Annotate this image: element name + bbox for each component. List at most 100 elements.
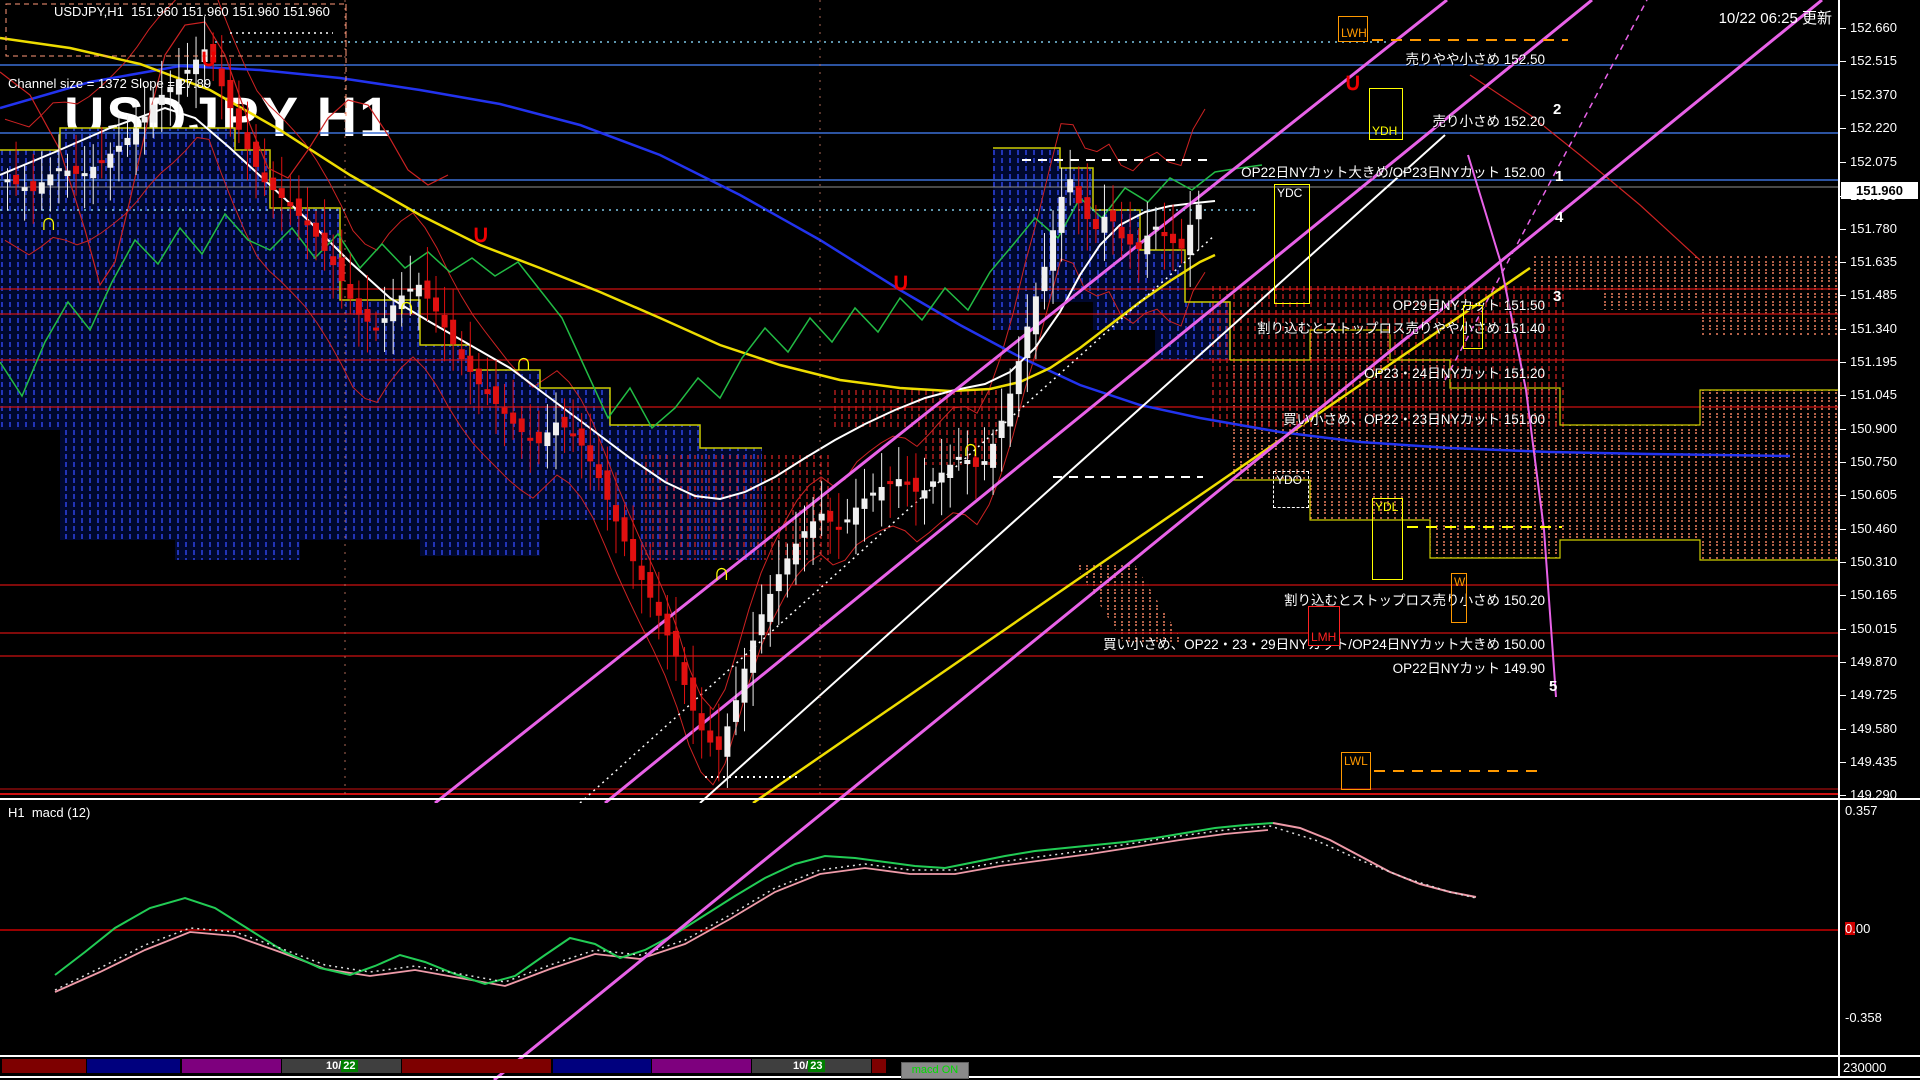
macd-toggle-button[interactable]: macd ON: [901, 1062, 969, 1079]
red-u-marker-icon: ∪: [200, 45, 218, 72]
symbol-quote-line: USDJPY,H1 151.960 151.960 151.960 151.96…: [54, 4, 330, 19]
timeline-date-label: 10/23: [793, 1059, 825, 1073]
channel-line-number: 5: [1549, 678, 1558, 695]
price-axis-tick: [1840, 61, 1846, 62]
yellow-arch-marker-icon: ∩: [962, 435, 980, 462]
pivot-level-box: YDL: [1372, 498, 1403, 580]
pivot-level-box: YDH: [1369, 88, 1403, 140]
price-axis-label: 150.165: [1850, 587, 1897, 602]
price-axis-tick: [1840, 562, 1846, 563]
annotation-order-level: OP22日NYカット大きめ/OP23日NYカット 152.00: [1241, 165, 1545, 180]
pivot-level-label: LWH: [1341, 26, 1367, 40]
channel-line-number: 4: [1555, 209, 1564, 226]
price-axis-label: 150.750: [1850, 454, 1897, 469]
macd-zero-value: 0.00: [1845, 921, 1871, 936]
red-u-marker-icon: ∪: [892, 269, 910, 296]
price-axis-tick: [1840, 95, 1846, 96]
timeline-scale-value: 230000: [1843, 1060, 1887, 1075]
price-axis-label: 152.220: [1850, 120, 1897, 135]
price-axis-tick: [1840, 362, 1846, 363]
price-axis-tick: [1840, 162, 1846, 163]
macd-zero-marker: [1845, 922, 1855, 935]
pivot-level-box: LWH: [1338, 16, 1368, 42]
timeline-divider: [0, 1055, 1920, 1057]
macd-canvas[interactable]: [0, 805, 1920, 1055]
pivot-level-label: LWL: [1344, 754, 1368, 768]
price-axis-label: 151.340: [1850, 321, 1897, 336]
yellow-arch-marker-icon: ∩: [713, 559, 731, 586]
pivot-level-label: YDL: [1375, 500, 1399, 514]
price-axis-tick: [1840, 28, 1846, 29]
annotation-order-level: 売り小さめ 152.20: [1432, 114, 1545, 129]
session-bar-segment: [553, 1059, 651, 1073]
timeline-date-day: 22: [341, 1060, 358, 1072]
pivot-level-label: YDC: [1277, 186, 1303, 200]
yellow-arch-marker-icon: ∩: [515, 349, 533, 376]
channel-info-label: Channel size = 1372 Slope = 27.89: [8, 76, 212, 91]
pivot-level-box: YDC: [1274, 184, 1310, 304]
macd-indicator-label: H1 macd (12): [8, 805, 91, 820]
annotation-order-level: 割り込むとストップロス売りやや小さめ 151.40: [1256, 321, 1545, 336]
yellow-arch-marker-icon: ∩: [40, 209, 58, 236]
pivot-level-label: YDO: [1276, 473, 1303, 487]
price-axis-tick: [1840, 429, 1846, 430]
price-axis-label: 151.045: [1850, 387, 1897, 402]
last-updated-label: 10/22 06:25 更新: [1718, 10, 1832, 27]
session-bar-segment: [2, 1059, 86, 1073]
pivot-level-box: YDO: [1273, 471, 1309, 508]
price-axis-tick: [1840, 462, 1846, 463]
channel-line-number: 3: [1553, 288, 1562, 305]
price-axis-tick: [1840, 529, 1846, 530]
price-axis-tick: [1840, 329, 1846, 330]
price-axis-tick: [1840, 395, 1846, 396]
price-axis-label: 151.635: [1850, 254, 1897, 269]
pivot-level-label: W: [1454, 575, 1466, 589]
red-u-marker-icon: ∪: [472, 221, 490, 248]
channel-line-number: 2: [1553, 101, 1562, 118]
price-axis-tick: [1840, 229, 1846, 230]
session-bar-segment: [87, 1059, 180, 1073]
pivot-level-label: LMH: [1311, 630, 1337, 644]
price-axis-tick: [1840, 128, 1846, 129]
price-axis-label: 151.780: [1850, 221, 1897, 236]
current-price-badge: 151.960: [1841, 182, 1918, 199]
price-chart-canvas[interactable]: [0, 0, 1920, 803]
annotation-order-level: OP22日NYカット 149.90: [1392, 661, 1545, 676]
timeline-date-prefix: 10/: [326, 1060, 342, 1072]
price-axis-label: 151.195: [1850, 354, 1897, 369]
macd-panel-divider: [0, 798, 1920, 800]
price-axis-tick: [1840, 295, 1846, 296]
pivot-level-box: W: [1451, 573, 1467, 623]
price-axis-label: 150.605: [1850, 487, 1897, 502]
price-axis-label: 149.580: [1850, 721, 1897, 736]
session-bar-segment: [872, 1059, 886, 1073]
pivot-level-label: YDH: [1372, 124, 1398, 138]
price-axis-label: 149.435: [1850, 754, 1897, 769]
price-axis-separator: [1838, 0, 1840, 1078]
session-bar-segment: [652, 1059, 751, 1073]
price-axis-tick: [1840, 762, 1846, 763]
price-axis-label: 149.725: [1850, 687, 1897, 702]
price-axis-tick: [1840, 662, 1846, 663]
price-axis-label: 149.870: [1850, 654, 1897, 669]
annotation-order-level: 売りやや小さめ 152.50: [1405, 52, 1545, 67]
price-axis-label: 150.015: [1850, 621, 1897, 636]
price-axis-label: 150.310: [1850, 554, 1897, 569]
red-u-marker-icon: ∪: [1344, 69, 1362, 96]
price-axis-label: 150.460: [1850, 521, 1897, 536]
price-axis-tick: [1840, 495, 1846, 496]
price-axis-label: 152.515: [1850, 53, 1897, 68]
timeline-date-label: 10/22: [326, 1059, 358, 1073]
price-axis-label: 150.900: [1850, 421, 1897, 436]
macd-max-value: 0.357: [1845, 803, 1878, 818]
price-axis-label: 152.075: [1850, 154, 1897, 169]
annotation-order-level: 買い小さめ、OP22・23日NYカット 151.00: [1283, 412, 1545, 427]
ichimoku-clouds: [0, 128, 1838, 645]
price-axis-label: 152.370: [1850, 87, 1897, 102]
channel-line-number: 1: [1555, 168, 1564, 185]
price-axis-label: 151.485: [1850, 287, 1897, 302]
timeline-date-day: 23: [808, 1060, 825, 1072]
timeline-date-prefix: 10/: [793, 1060, 809, 1072]
price-axis-label: 149.290: [1850, 787, 1897, 802]
